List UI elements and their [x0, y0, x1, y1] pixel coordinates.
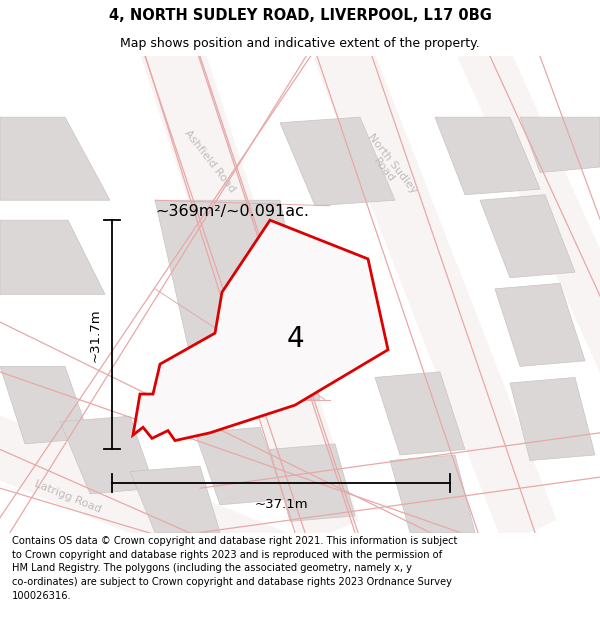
Text: 4: 4 — [286, 324, 304, 352]
Polygon shape — [133, 220, 388, 441]
Polygon shape — [0, 416, 380, 625]
Text: ~37.1m: ~37.1m — [254, 498, 308, 511]
Polygon shape — [520, 117, 600, 172]
Text: Contains OS data © Crown copyright and database right 2021. This information is : Contains OS data © Crown copyright and d… — [12, 536, 457, 601]
Polygon shape — [458, 32, 600, 412]
Polygon shape — [510, 378, 595, 461]
Polygon shape — [0, 117, 110, 200]
Polygon shape — [270, 444, 355, 521]
Polygon shape — [130, 466, 220, 532]
Polygon shape — [0, 220, 105, 294]
Polygon shape — [195, 428, 285, 505]
Text: ~31.7m: ~31.7m — [89, 308, 102, 362]
Polygon shape — [155, 200, 320, 399]
Polygon shape — [313, 32, 557, 545]
Text: North Sudley
Road: North Sudley Road — [357, 132, 419, 202]
Polygon shape — [390, 455, 475, 532]
Polygon shape — [435, 117, 540, 195]
Text: 4, NORTH SUDLEY ROAD, LIVERPOOL, L17 0BG: 4, NORTH SUDLEY ROAD, LIVERPOOL, L17 0BG — [109, 8, 491, 22]
Polygon shape — [60, 416, 155, 494]
Polygon shape — [495, 283, 585, 366]
Polygon shape — [375, 372, 465, 455]
Polygon shape — [141, 34, 359, 544]
Polygon shape — [480, 195, 575, 278]
Polygon shape — [280, 117, 395, 206]
Text: Latrigg Road: Latrigg Road — [33, 479, 103, 515]
Text: Map shows position and indicative extent of the property.: Map shows position and indicative extent… — [120, 38, 480, 51]
Text: Ashfield Road: Ashfield Road — [182, 128, 238, 194]
Text: ~369m²/~0.091ac.: ~369m²/~0.091ac. — [155, 204, 309, 219]
Polygon shape — [0, 366, 90, 444]
